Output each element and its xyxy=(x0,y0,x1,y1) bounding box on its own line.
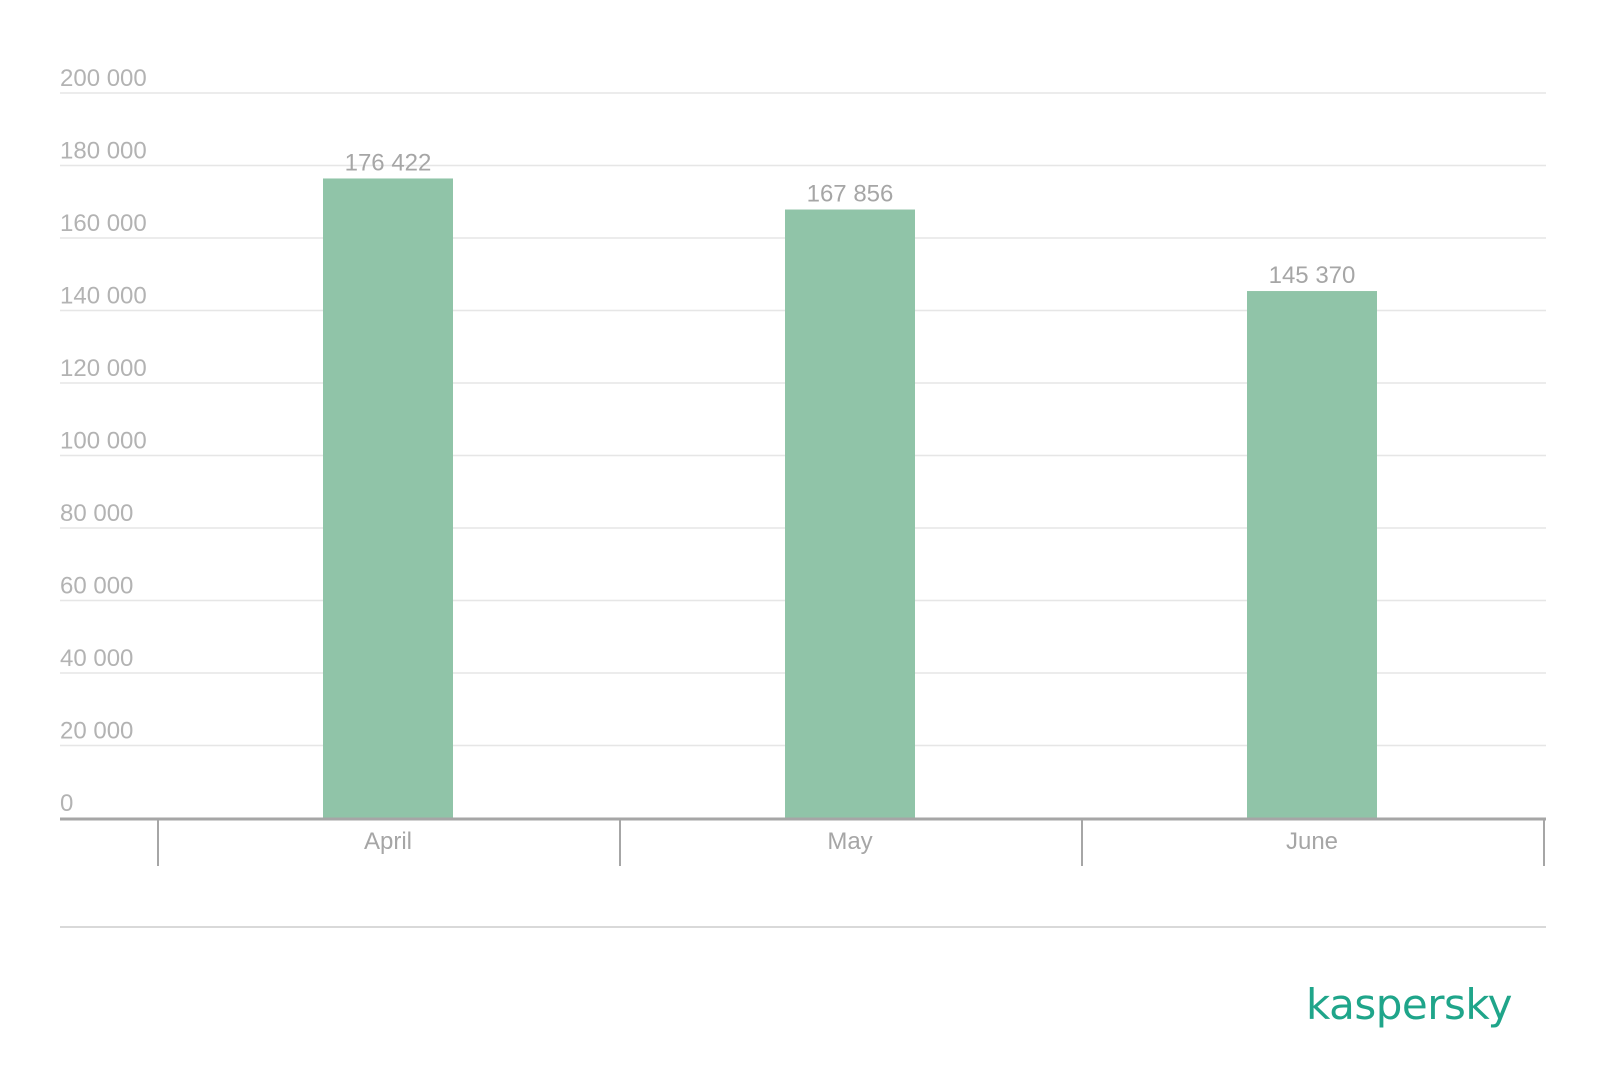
kaspersky-logo: kaspersky xyxy=(1306,980,1513,1029)
data-labels: 176 422 167 856 145 370 xyxy=(345,149,1356,289)
y-tick-label: 40 000 xyxy=(60,645,133,672)
y-tick-label: 120 000 xyxy=(60,355,147,382)
y-tick-label: 80 000 xyxy=(60,500,133,527)
data-label: 145 370 xyxy=(1269,262,1356,289)
y-tick-label: 20 000 xyxy=(60,718,133,745)
x-axis: April May June xyxy=(60,817,1546,866)
bar-june xyxy=(1247,291,1377,818)
data-label: 167 856 xyxy=(807,181,894,208)
y-tick-label: 60 000 xyxy=(60,573,133,600)
x-tick-label: June xyxy=(1286,828,1338,855)
y-tick-label: 140 000 xyxy=(60,283,147,310)
y-tick-label: 160 000 xyxy=(60,210,147,237)
y-tick-label: 0 xyxy=(60,790,73,817)
bars xyxy=(323,178,1377,819)
y-tick-label: 180 000 xyxy=(60,138,147,165)
bar-may xyxy=(785,209,915,819)
x-tick-label: April xyxy=(364,828,412,855)
y-tick-label: 100 000 xyxy=(60,428,147,455)
y-axis-ticks: 0 20 000 40 000 60 000 80 000 100 000 120 000 1… xyxy=(60,65,147,817)
bar-april xyxy=(323,178,453,819)
x-tick-label: May xyxy=(827,828,872,855)
data-label: 176 422 xyxy=(345,149,432,176)
y-tick-label: 200 000 xyxy=(60,65,147,92)
